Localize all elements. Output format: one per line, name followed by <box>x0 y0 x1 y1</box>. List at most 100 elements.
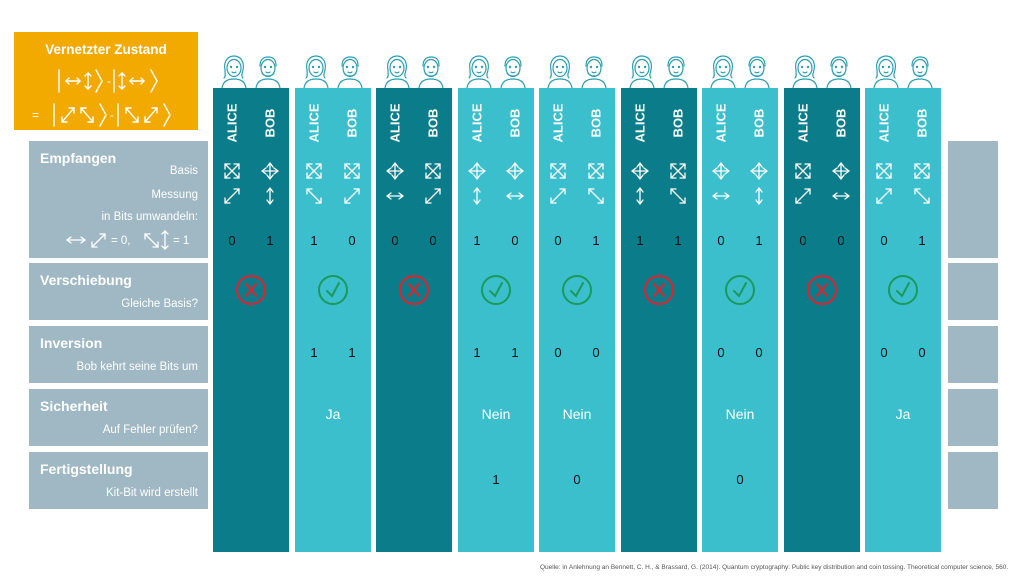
avatar-pair <box>295 54 371 88</box>
alice-measurement-icon <box>306 188 322 204</box>
bob-inverted-bit: 0 <box>918 345 926 360</box>
bob-avatar-icon <box>907 56 933 88</box>
entangled-title: Vernetzter Zustand <box>45 42 167 57</box>
alice-basis-icon <box>712 162 730 180</box>
bob-basis-icon <box>670 163 686 179</box>
bob-basis-icon <box>832 162 850 180</box>
svg-text:= 1: = 1 <box>173 235 189 247</box>
bob-bit: 0 <box>837 233 845 248</box>
bob-label-text: BOB <box>588 108 604 138</box>
alice-basis-icon <box>631 162 649 180</box>
bob-label: BOB <box>251 98 289 148</box>
row-receive-measure: Messung <box>151 189 198 201</box>
row-shift-title: Verschiebung <box>40 272 132 288</box>
row-security-sub: Auf Fehler prüfen? <box>102 424 198 436</box>
entangled-state-box: Vernetzter Zustand - - = <box>14 32 198 130</box>
bob-label: BOB <box>659 98 697 148</box>
bob-avatar-icon <box>500 56 526 88</box>
alice-label-text: ALICE <box>632 103 648 143</box>
row-finish-title: Fertigstellung <box>40 461 133 477</box>
alice-avatar-icon <box>710 55 736 88</box>
alice-label: ALICE <box>702 98 740 148</box>
stub-security <box>948 389 998 446</box>
alice-label: ALICE <box>865 98 903 148</box>
alice-basis-icon <box>795 163 811 179</box>
alice-basis-icon <box>386 162 404 180</box>
row-security-title: Sicherheit <box>40 398 108 414</box>
alice-bit: 0 <box>228 233 236 248</box>
bob-avatar-icon <box>744 56 770 88</box>
alice-label-text: ALICE <box>795 103 811 143</box>
avatar-pair <box>213 54 289 88</box>
bob-label-text: BOB <box>344 108 360 138</box>
cross-icon <box>644 275 674 305</box>
stub-receive <box>948 141 998 258</box>
row-inversion-title: Inversion <box>40 335 103 351</box>
security-result: Ja <box>325 406 341 422</box>
alice-label: ALICE <box>376 98 414 148</box>
avatar-pair <box>702 54 778 88</box>
security-result: Nein <box>481 406 511 422</box>
alice-bit: 1 <box>473 233 481 248</box>
source-citation: Quelle: in Anlehnung an Bennett, C. H., … <box>540 564 1009 571</box>
measurement-column: ALICE 0 BOB 0 <box>376 88 452 552</box>
avatar-pair <box>784 54 860 88</box>
bob-basis-icon <box>506 162 524 180</box>
bob-measurement-icon <box>670 188 686 204</box>
alice-inverted-bit: 0 <box>880 345 888 360</box>
alice-bit: 0 <box>391 233 399 248</box>
alice-label: ALICE <box>784 98 822 148</box>
alice-bit: 1 <box>636 233 644 248</box>
avatar-pair <box>376 54 452 88</box>
bob-label: BOB <box>496 98 534 148</box>
alice-avatar-icon <box>384 55 410 88</box>
alice-measurement-icon <box>550 188 566 204</box>
bob-bit: 0 <box>348 233 356 248</box>
alice-basis-icon <box>224 163 240 179</box>
row-security: Sicherheit Auf Fehler prüfen? <box>29 389 208 446</box>
alice-measurement-icon <box>876 188 892 204</box>
alice-avatar-icon <box>792 55 818 88</box>
row-finish: Fertigstellung Kit-Bit wird erstellt <box>29 452 208 509</box>
bob-basis-icon <box>750 162 768 180</box>
bob-basis-icon <box>588 163 604 179</box>
stub-inversion <box>948 326 998 383</box>
alice-bit: 0 <box>554 233 562 248</box>
key-bit: 0 <box>573 472 581 487</box>
alice-label-text: ALICE <box>306 103 322 143</box>
alice-measurement-icon <box>386 192 404 200</box>
alice-label-text: ALICE <box>224 103 240 143</box>
alice-label: ALICE <box>295 98 333 148</box>
bob-label-text: BOB <box>914 108 930 138</box>
alice-avatar-icon <box>466 55 492 88</box>
svg-text:-: - <box>110 108 114 122</box>
alice-avatar-icon <box>547 55 573 88</box>
bob-label-text: BOB <box>425 108 441 138</box>
row-receive-basis: Basis <box>169 165 198 177</box>
alice-basis-icon <box>468 162 486 180</box>
alice-inverted-bit: 1 <box>473 345 481 360</box>
alice-label-text: ALICE <box>713 103 729 143</box>
bob-inverted-bit: 1 <box>511 345 519 360</box>
alice-label-text: ALICE <box>550 103 566 143</box>
svg-text:=: = <box>32 108 39 122</box>
alice-measurement-icon <box>712 192 730 200</box>
bob-inverted-bit: 0 <box>592 345 600 360</box>
bob-label: BOB <box>740 98 778 148</box>
bob-avatar-icon <box>663 56 689 88</box>
avatar-pair <box>539 54 615 88</box>
row-inversion: Inversion Bob kehrt seine Bits um <box>29 326 208 383</box>
check-icon <box>318 275 348 305</box>
bob-measurement-icon <box>425 188 441 204</box>
bob-avatar-icon <box>255 56 281 88</box>
bob-bit: 1 <box>918 233 926 248</box>
cross-icon <box>236 275 266 305</box>
bob-label-text: BOB <box>507 108 523 138</box>
alice-avatar-icon <box>303 55 329 88</box>
alice-measurement-icon <box>636 187 644 205</box>
bob-measurement-icon <box>588 188 604 204</box>
alice-label: ALICE <box>213 98 251 148</box>
bob-label-text: BOB <box>833 108 849 138</box>
svg-text:= 0,: = 0, <box>111 235 131 247</box>
alice-label: ALICE <box>539 98 577 148</box>
